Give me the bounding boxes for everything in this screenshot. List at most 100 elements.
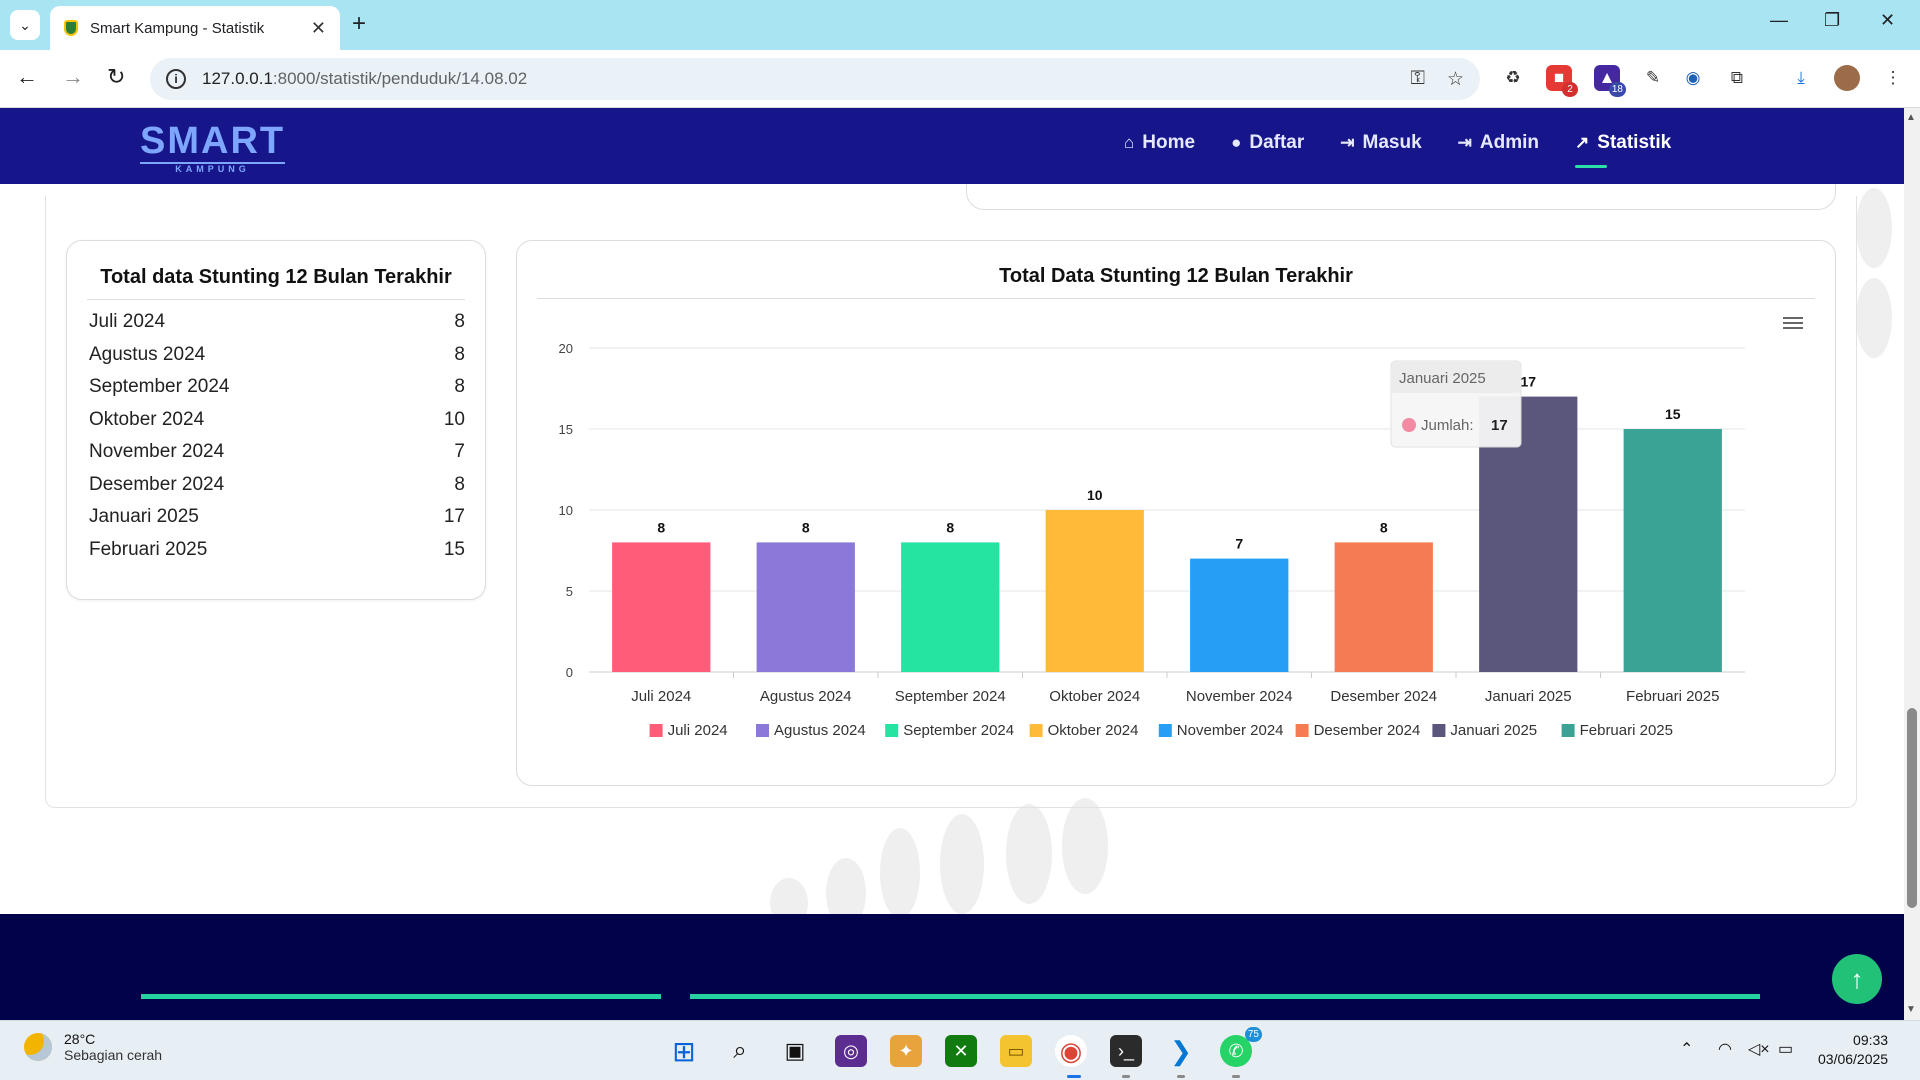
legend-swatch xyxy=(1029,724,1043,737)
list-item-value: 10 xyxy=(443,408,465,430)
bar xyxy=(756,542,855,672)
bookmark-star-icon[interactable]: ☆ xyxy=(1446,68,1464,90)
tab-title: Smart Kampung - Statistik xyxy=(90,19,265,37)
y-tick-label: 20 xyxy=(559,341,573,356)
data-label: 8 xyxy=(657,519,665,535)
back-button[interactable]: ← xyxy=(16,64,38,89)
legend-swatch xyxy=(1432,724,1446,737)
tray-chevron-up-icon[interactable]: ⌃ xyxy=(1680,1041,1694,1058)
app-indicator xyxy=(1177,1075,1185,1078)
clock-date: 03/06/2025 xyxy=(1818,1051,1889,1067)
taskbar-clock[interactable]: 09:33 03/06/2025 xyxy=(1818,1031,1888,1069)
new-tab-button[interactable]: + xyxy=(352,10,367,37)
scroll-down-arrow-icon[interactable]: ▼ xyxy=(1906,1004,1916,1015)
site-navbar: SMART KAMPUNG ⌂ Home ● Daftar ⇥ Masuk ⇥ Admi… xyxy=(0,108,1904,184)
close-window-button[interactable]: ✕ xyxy=(1880,10,1896,30)
browser-menu-icon[interactable]: ⋮ xyxy=(1884,68,1902,87)
x-tick-label: Juli 2024 xyxy=(631,688,691,705)
nav-home[interactable]: ⌂ Home xyxy=(1124,132,1195,154)
legend-label: Februari 2025 xyxy=(1580,722,1673,739)
stunting-section xyxy=(45,196,1857,808)
profile-avatar[interactable] xyxy=(1834,65,1860,91)
list-item-value: 8 xyxy=(454,376,465,398)
restore-window-button[interactable]: ❐ xyxy=(1824,10,1841,30)
list-item-month: Agustus 2024 xyxy=(89,343,206,365)
reload-button[interactable]: ↻ xyxy=(107,64,126,89)
task-view-icon[interactable]: ▣ xyxy=(784,1038,806,1063)
bar xyxy=(1190,558,1289,672)
login-icon: ⇥ xyxy=(1340,133,1355,152)
legend-label: Desember 2024 xyxy=(1314,722,1421,739)
stunting-list-card: Total data Stunting 12 Bulan Terakhir Ju… xyxy=(66,240,486,600)
nav-links: ⌂ Home ● Daftar ⇥ Masuk ⇥ Admin ↗ Statistik xyxy=(1124,132,1707,168)
minimize-window-button[interactable]: — xyxy=(1770,10,1788,30)
terminal-icon[interactable]: ›_ xyxy=(1110,1035,1142,1067)
list-item-month: Februari 2025 xyxy=(89,538,208,560)
chart-menu-icon[interactable] xyxy=(1783,317,1803,331)
y-tick-label: 15 xyxy=(559,422,573,437)
whatsapp-icon[interactable]: ✆ 75 xyxy=(1220,1027,1262,1067)
extension-red-icon[interactable]: ■ 2 xyxy=(1546,65,1578,97)
search-icon[interactable]: ⌕ xyxy=(733,1037,747,1064)
battery-icon[interactable]: ▭ xyxy=(1778,1041,1794,1058)
copilot-icon[interactable]: ✦ xyxy=(890,1035,922,1067)
tooltip-title: Januari 2025 xyxy=(1399,370,1486,387)
url-path: :8000/statistik/penduduk/14.08.02 xyxy=(272,69,528,88)
scroll-up-arrow-icon[interactable]: ▲ xyxy=(1906,112,1916,123)
decor-blob xyxy=(1062,798,1108,894)
chart-tooltip-header xyxy=(1391,361,1521,393)
extensions-puzzle-icon[interactable]: ⧉ xyxy=(1730,68,1744,87)
x-tick-label: Agustus 2024 xyxy=(760,688,852,705)
x-tick-label: Februari 2025 xyxy=(1626,688,1719,705)
page-scrollbar[interactable]: ▲ ▼ xyxy=(1904,108,1920,1020)
close-tab-icon[interactable]: ✕ xyxy=(310,17,326,38)
xbox-icon[interactable]: ✕ xyxy=(945,1035,977,1067)
speaker-muted-icon[interactable]: ◁× xyxy=(1748,1041,1770,1058)
extension-circle-icon[interactable]: ◉ xyxy=(1685,68,1701,87)
logo-text: SMART xyxy=(140,120,286,162)
forward-button[interactable]: → xyxy=(62,64,84,89)
logo-subtitle: KAMPUNG xyxy=(140,162,286,174)
arrow-up-icon: ↑ xyxy=(1850,963,1864,994)
recycle-extension-icon[interactable]: ♻ xyxy=(1505,68,1521,87)
scrollbar-thumb[interactable] xyxy=(1907,708,1917,908)
vscode-icon[interactable]: ❯ xyxy=(1170,1035,1192,1066)
nav-daftar[interactable]: ● Daftar xyxy=(1231,132,1304,154)
eyedropper-extension-icon[interactable]: ✎ xyxy=(1645,68,1661,87)
decor-blob xyxy=(1006,804,1052,904)
list-item-month: Juli 2024 xyxy=(89,311,166,333)
list-item: Juli 2024 8 xyxy=(67,306,485,339)
weather-widget[interactable]: 28°C Sebagian cerah xyxy=(24,1031,162,1063)
password-key-icon[interactable]: ⚿ xyxy=(1410,67,1425,89)
data-label: 10 xyxy=(1087,487,1103,503)
address-bar[interactable]: i 127.0.0.1:8000/statistik/penduduk/14.0… xyxy=(150,58,1480,100)
bar xyxy=(901,542,1000,672)
tab-search-button[interactable]: ⌄ xyxy=(10,10,40,40)
file-explorer-icon[interactable]: ▭ xyxy=(1000,1035,1032,1067)
bar xyxy=(1045,510,1144,672)
wifi-icon[interactable]: ◠ xyxy=(1718,1041,1732,1058)
tooltip-series: Jumlah: xyxy=(1421,417,1474,434)
nav-masuk[interactable]: ⇥ Masuk xyxy=(1340,132,1421,154)
site-info-icon[interactable]: i xyxy=(166,69,186,89)
url-host: 127.0.0.1 xyxy=(202,69,273,88)
chrome-icon[interactable]: ◉ xyxy=(1055,1035,1087,1067)
browser-tab-active[interactable]: Smart Kampung - Statistik ✕ xyxy=(50,6,340,50)
nav-statistik[interactable]: ↗ Statistik xyxy=(1575,132,1671,168)
list-item-month: Oktober 2024 xyxy=(89,408,205,430)
extension-purple-icon[interactable]: ▲ 18 xyxy=(1594,65,1626,97)
data-label: 17 xyxy=(1520,374,1536,390)
y-tick-label: 5 xyxy=(566,584,573,599)
legend-label: Januari 2025 xyxy=(1450,722,1537,739)
scroll-to-top-button[interactable]: ↑ xyxy=(1832,954,1882,1004)
app-indicator xyxy=(1232,1075,1240,1078)
nav-admin[interactable]: ⇥ Admin xyxy=(1458,132,1539,154)
site-logo[interactable]: SMART KAMPUNG xyxy=(140,120,286,174)
download-icon[interactable]: ⤓ xyxy=(1797,68,1805,87)
site-favicon-icon xyxy=(64,20,78,36)
y-tick-label: 10 xyxy=(559,503,573,518)
app-icon[interactable]: ◎ xyxy=(835,1035,867,1067)
list-item: Desember 2024 8 xyxy=(67,469,485,502)
bar xyxy=(1623,429,1722,672)
windows-start-icon[interactable]: ⊞ xyxy=(672,1035,696,1067)
